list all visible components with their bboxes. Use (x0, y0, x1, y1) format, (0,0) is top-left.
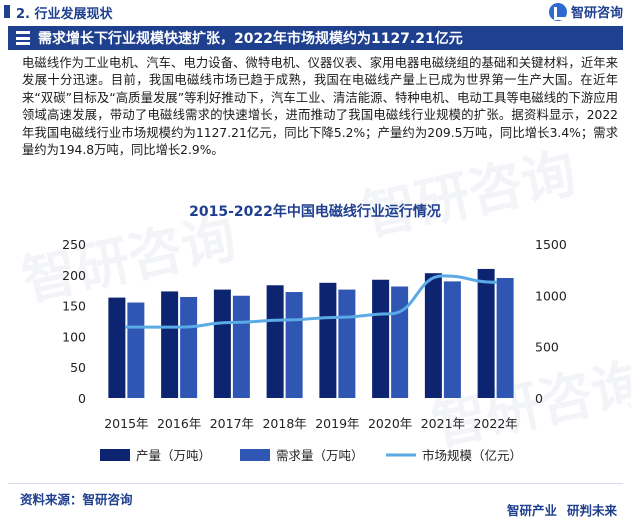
bar-production (319, 282, 337, 398)
legend-swatch (240, 449, 270, 461)
y-tick-label-right: 1500 (535, 237, 567, 252)
brand-logo: 智研咨询 (548, 2, 623, 21)
legend-swatch (100, 449, 130, 461)
title-banner: 需求增长下行业规模快速扩张，2022年市场规模约为1127.21亿元 (8, 26, 623, 50)
footer-brand: 智研产业 研判未来 (507, 500, 617, 519)
top-bar: 2. 行业发展现状 智研咨询 (0, 0, 631, 24)
x-tick-label: 2015年 (104, 416, 148, 431)
y-tick-label-right: 500 (535, 340, 559, 355)
y-tick-label-left: 150 (62, 299, 86, 314)
footer-brand-right: 研判未来 (566, 503, 617, 518)
x-tick-label: 2018年 (262, 416, 306, 431)
x-tick-label: 2017年 (210, 416, 254, 431)
y-tick-label-right: 0 (535, 391, 543, 406)
line-market-size (124, 274, 498, 329)
footer-brand-left: 智研产业 (506, 503, 557, 518)
body-paragraph: 电磁线作为工业电机、汽车、电力设备、微特电机、仪器仪表、家用电器电磁绕组的基础和… (22, 56, 618, 158)
y-tick-label-left: 200 (62, 268, 86, 283)
logo-mark-icon (548, 2, 567, 21)
y-tick-label-left: 50 (70, 360, 86, 375)
legend-label: 产量（万吨） (136, 448, 211, 463)
banner-title: 需求增长下行业规模快速扩张，2022年市场规模约为1127.21亿元 (38, 31, 463, 47)
bar-demand (496, 278, 514, 398)
bar-production (477, 268, 495, 398)
y-tick-label-right: 1000 (535, 288, 567, 303)
bar-production (161, 291, 179, 398)
chart-title: 2015-2022年中国电磁线行业运行情况 (189, 203, 441, 220)
legend-label: 市场规模（亿元） (422, 448, 522, 463)
x-tick-label: 2016年 (157, 416, 201, 431)
bar-demand (180, 296, 198, 398)
footer-divider (8, 483, 623, 484)
chart: 2015-2022年中国电磁线行业运行情况 0 50 100 150 200 250 0 500… (62, 203, 567, 463)
bar-production (424, 273, 442, 398)
legend-label: 需求量（万吨） (276, 448, 364, 463)
source-note: 资料来源：智研咨询 (20, 492, 133, 507)
section-title: 2. 行业发展现状 (16, 7, 113, 22)
bar-production (372, 279, 390, 398)
bar-production (213, 289, 231, 398)
x-tick-label: 2019年 (315, 416, 359, 431)
menu-icon (16, 31, 30, 45)
logo-text: 智研咨询 (570, 6, 623, 21)
x-tick-label: 2020年 (368, 416, 412, 431)
bar-demand (338, 289, 356, 398)
y-tick-label-left: 100 (62, 329, 86, 344)
y-tick-label-left: 250 (62, 237, 86, 252)
bar-demand (391, 286, 409, 398)
y-tick-label-left: 0 (78, 391, 86, 406)
x-tick-label: 2021年 (421, 416, 465, 431)
bar-demand (232, 295, 250, 398)
section-marker (4, 5, 10, 18)
bar-demand (127, 302, 145, 398)
bar-production (108, 297, 126, 398)
bar-demand (443, 281, 461, 398)
x-tick-label: 2022年 (473, 416, 517, 431)
bar-demand (285, 292, 303, 398)
bar-production (266, 285, 284, 398)
